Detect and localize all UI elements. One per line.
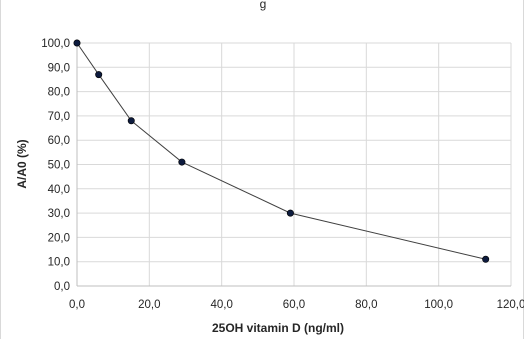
series-line	[76, 42, 486, 260]
grid-lines	[77, 42, 512, 286]
x-axis-title: 25OH vitamin D (ng/ml)	[212, 321, 344, 335]
y-tick-label: 70,0	[48, 111, 70, 123]
y-tick-label: 80,0	[48, 87, 70, 99]
data-point	[127, 117, 135, 125]
y-tick-label: 100,0	[41, 38, 70, 50]
y-tick-label: 60,0	[48, 135, 70, 147]
data-point	[482, 255, 490, 263]
x-tick-label: 100,0	[424, 299, 453, 311]
x-tick-labels: 0,0 20,0 40,0 60,0 80,0 100,0 120,0	[69, 299, 524, 311]
x-tick-label: 60,0	[283, 299, 305, 311]
y-tick-label: 90,0	[48, 62, 70, 74]
x-tick-label: 20,0	[138, 299, 160, 311]
y-tick-label: 40,0	[48, 184, 70, 196]
y-tick-label: 10,0	[48, 257, 70, 269]
y-tick-label: 20,0	[48, 232, 70, 244]
data-point	[286, 209, 294, 217]
y-tick-label: 30,0	[48, 208, 70, 220]
data-point	[73, 39, 81, 47]
data-series	[73, 39, 490, 263]
x-tick-label: 80,0	[355, 299, 377, 311]
x-tick-label: 120,0	[497, 299, 524, 311]
y-tick-label: 50,0	[48, 160, 70, 172]
y-tick-label: 0,0	[54, 281, 70, 293]
x-tick-label: 0,0	[69, 299, 85, 311]
x-tick-label: 40,0	[210, 299, 232, 311]
y-tick-labels: 0,0 10,0 20,0 30,0 40,0 50,0 60,0 70,0 80,0 90,0 1…	[41, 38, 70, 293]
axes	[76, 43, 511, 287]
data-point	[95, 71, 103, 79]
chart-title-fragment: g	[260, 0, 267, 11]
y-axis-title: A/A0 (%)	[15, 139, 29, 188]
data-point	[178, 158, 186, 166]
